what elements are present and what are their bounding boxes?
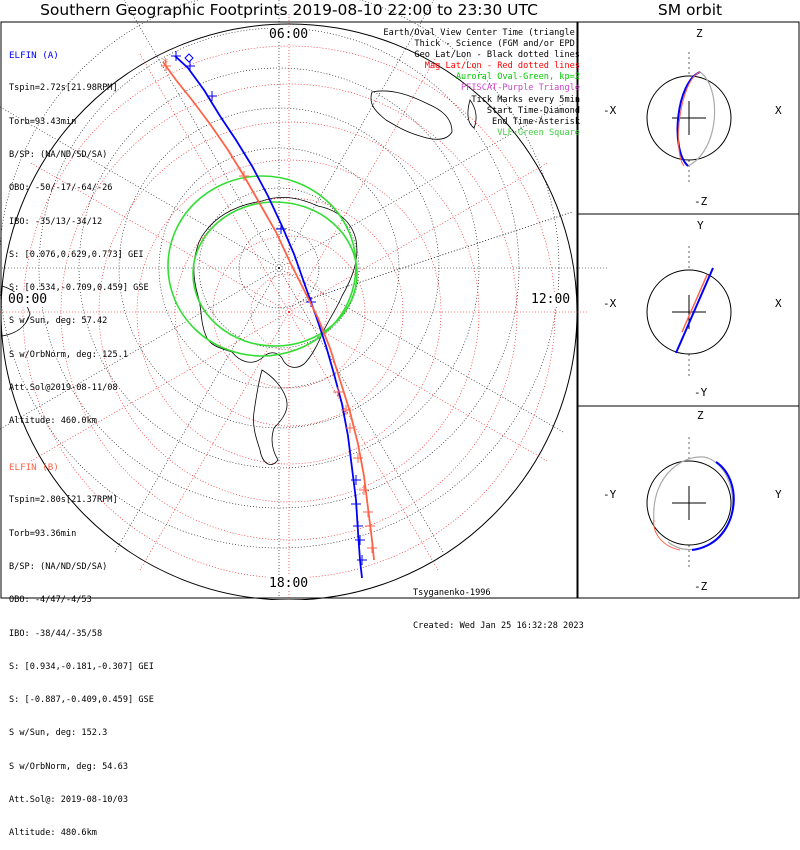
- elfin-b-track: [162, 61, 375, 561]
- nz-outline: [467, 99, 477, 129]
- elfin-a-line: B/SP: (NA/ND/SD/SA): [9, 150, 108, 161]
- legend-item: End Time-Asterisk: [492, 116, 580, 127]
- mag-lon-line: [288, 161, 549, 313]
- geo-lon-line: [278, 267, 445, 554]
- elfin-b-line: OBO: -4/47/-4/53: [9, 595, 92, 606]
- sm3-left-label: -Y: [603, 488, 617, 501]
- elfin-a-line: S: [0.076,0.629,0.773] GEI: [9, 249, 144, 260]
- legend-item: Auroral Oval-Green, kp=2: [455, 72, 580, 83]
- africa-outline: [1, 285, 31, 337]
- elfin-a-line: Tspin=2.72s[21.98RPM]: [9, 83, 118, 94]
- legend-item: Start Time-Diamond: [486, 105, 580, 116]
- elfin-b-line: B/SP: (NA/ND/SD/SA): [9, 562, 108, 573]
- time-label-top: 06:00: [268, 27, 310, 42]
- elfin-a-line: Altitude: 460.0km: [9, 416, 97, 427]
- elfin-a-line: S w/Sun, deg: 57.42: [9, 316, 108, 327]
- sm-orbit-title: SM orbit: [657, 1, 723, 19]
- elfin-b-line: Att.Sol@: 2019-08-10/03: [9, 795, 128, 805]
- mag-lon-line: [29, 311, 290, 463]
- geo-lon-line: [0, 267, 280, 430]
- geo-lon-line: [113, 267, 280, 554]
- elfin-b-line: S: [-0.887,-0.409,0.459] GSE: [9, 695, 154, 706]
- legend-item: PFISCAT-Purple Triangle: [461, 83, 580, 94]
- geo-lon-line: [278, 0, 435, 269]
- elfin-b-line: Torb=93.36min: [9, 528, 77, 539]
- south-america-outline: [253, 369, 288, 465]
- sm-frame: [577, 21, 800, 599]
- geo-lon-line: [123, 0, 280, 269]
- elfin-a-track: [174, 55, 363, 579]
- elfin-b-end-asterisk: *: [162, 56, 169, 69]
- sm3-orbit-back: [653, 456, 734, 551]
- sm2-bottom-label: -Y: [694, 386, 708, 399]
- legend-item: VLF-Green Square: [497, 127, 580, 138]
- sm1-bottom-label: -Z: [694, 195, 708, 208]
- elfin-b-info: ELFIN (B) Tspin=2.80s[21.37RPM] Torb=93.…: [9, 440, 154, 850]
- elfin-b-line: IBO: -38/44/-35/58: [9, 628, 103, 639]
- geo-lon-line: [278, 102, 565, 269]
- mag-lon-line: [29, 161, 290, 313]
- sm3-top-label: Z: [697, 409, 704, 422]
- time-label-right: 12:00: [530, 292, 572, 307]
- geo-lat-circle: [198, 187, 360, 349]
- elfin-a-header: ELFIN (A): [9, 50, 59, 62]
- sm1-orbit-back: [687, 71, 716, 167]
- sm1-right-label: X: [775, 104, 782, 117]
- sm2-top-label: Y: [697, 219, 704, 232]
- elfin-b-line: S: [0.934,-0.181,-0.307] GEI: [9, 661, 154, 672]
- elfin-a-line: OBO: -50/-17/-64/-26: [9, 183, 113, 194]
- sm3-bottom-label: -Z: [694, 580, 708, 593]
- elfin-a-line: IBO: -35/13/-34/12: [9, 216, 103, 227]
- elfin-a-line: S w/OrbNorm, deg: 125.1: [9, 349, 128, 360]
- elfin-b-header: ELFIN (B): [9, 462, 59, 474]
- sm3-orbit-b: [653, 519, 681, 551]
- elfin-b-line: Altitude: 480.6km: [9, 828, 97, 839]
- created-timestamp: Created: Wed Jan 25 16:32:28 2023: [413, 621, 584, 632]
- elfin-a-line: Torb=93.43min: [9, 116, 77, 127]
- elfin-b-line: Tspin=2.80s[21.37RPM]: [9, 495, 118, 506]
- elfin-a-info: ELFIN (A) Tspin=2.72s[21.98RPM] Torb=93.…: [9, 28, 149, 438]
- legend-item: Geo Lat/Lon - Black dotted lines: [414, 50, 580, 61]
- elfin-a-start-diamond: [184, 53, 194, 63]
- mag-lon-line: [138, 311, 290, 572]
- sm2-right-label: X: [775, 297, 782, 310]
- sm1-top-label: Z: [696, 27, 703, 40]
- mag-lon-line: [288, 311, 549, 463]
- mag-lon-line: [138, 52, 290, 313]
- legend-item: Earth/Oval View Center Time (triangle): [383, 28, 580, 38]
- mag-lon-line: [288, 311, 440, 572]
- legend-item: Tick Marks every 5min: [471, 94, 580, 105]
- elfin-a-line: Att.Sol@2019-08-11/08: [9, 383, 118, 393]
- elfin-a-line: S: [0.534,-0.709,0.459] GSE: [9, 283, 149, 294]
- sm2-orbit-a: [675, 267, 714, 354]
- geo-lat-circle: [78, 67, 480, 469]
- credits: Tsyganenko-1996 Created: Wed Jan 25 16:3…: [413, 566, 584, 644]
- geo-lon-line: [278, 267, 565, 434]
- sm3-orbit-a: [691, 461, 735, 551]
- time-label-left: 00:00: [7, 292, 49, 307]
- australia-outline: [370, 90, 453, 140]
- geo-lon-line: [0, 106, 280, 269]
- sm1-orbit-b: [677, 71, 701, 167]
- mag-lat-circle: [250, 273, 328, 351]
- sm1-left-label: -X: [603, 104, 617, 117]
- sm2-orbit-b: [681, 274, 708, 333]
- mag-lat-circle: [136, 159, 442, 465]
- page-title: Southern Geographic Footprints 2019-08-1…: [40, 1, 538, 19]
- model-credit: Tsyganenko-1996: [413, 588, 491, 599]
- legend-item: Thick - Science (FGM and/or EPD): [414, 39, 580, 50]
- auroral-oval-inner: [192, 201, 358, 347]
- elfin-b-line: S w/Sun, deg: 152.3: [9, 728, 108, 739]
- elfin-b-line: S w/OrbNorm, deg: 54.63: [9, 761, 128, 772]
- time-label-bottom: 18:00: [268, 576, 310, 591]
- sm3-right-label: Y: [775, 488, 782, 501]
- legend-item: Mag Lat/Lon - Red dotted lines: [424, 61, 580, 72]
- footprint-map: *: [0, 0, 800, 600]
- terminator-line: [299, 211, 573, 303]
- mag-lon-line: [288, 52, 440, 313]
- legend: Earth/Oval View Center Time (triangle) Th…: [383, 28, 580, 139]
- sm2-left-label: -X: [603, 297, 617, 310]
